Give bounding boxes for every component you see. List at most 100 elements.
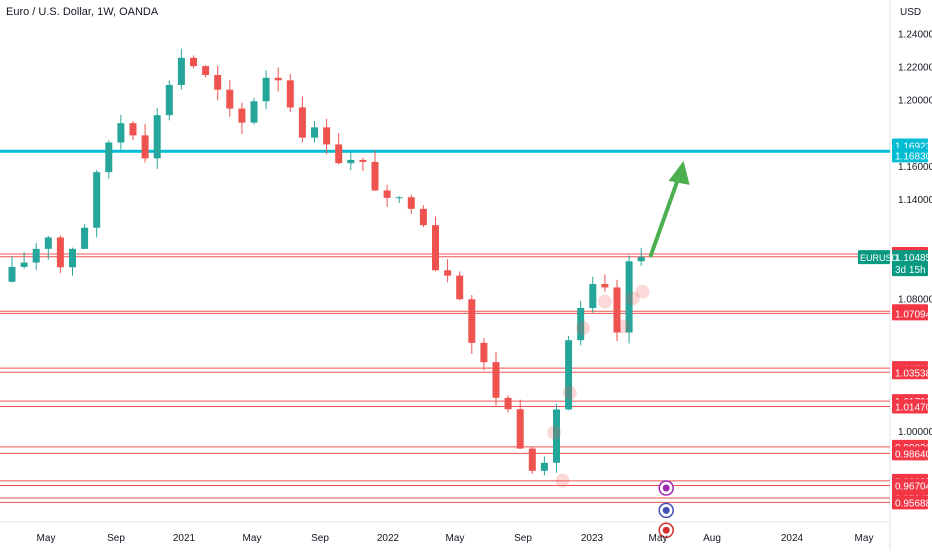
time-tick-label: Sep: [514, 533, 532, 544]
candle-body: [444, 270, 452, 276]
candle-body: [395, 197, 403, 199]
highlight-badge-1[interactable]: 1.16830: [892, 148, 932, 163]
candle-body: [504, 397, 512, 410]
currency-label: USD: [900, 7, 922, 18]
symbol-tag[interactable]: EURUSD: [858, 250, 899, 265]
candle-body: [432, 225, 439, 271]
candle-body: [250, 101, 258, 123]
chart-title: Euro / U.S. Dollar, 1W, OANDA: [6, 6, 159, 18]
lightning-icon[interactable]: [658, 480, 674, 496]
us-flag-icon[interactable]: [658, 522, 674, 539]
candle-body: [214, 74, 222, 90]
highlight-marker: [625, 291, 640, 306]
candle-body: [383, 190, 391, 198]
candle-body: [298, 107, 306, 138]
candle-body: [56, 237, 64, 268]
highlight-zone[interactable]: [0, 149, 890, 153]
time-tick-label: May: [243, 533, 262, 544]
candle-body: [274, 77, 282, 81]
time-tick-label: Sep: [107, 533, 125, 544]
candle-body: [20, 262, 28, 267]
forecast-arrow-shaft[interactable]: [648, 172, 682, 258]
svg-text:3d 15h: 3d 15h: [895, 265, 926, 276]
price-badge-3[interactable]: 1.07094: [892, 306, 932, 321]
price-tick-label: 1.16000: [898, 162, 932, 173]
time-tick-label: May: [649, 533, 668, 544]
time-tick-label: May: [446, 533, 465, 544]
candle-body: [613, 287, 621, 333]
time-tick-label: 2023: [581, 533, 604, 544]
candle-body: [371, 161, 379, 191]
candle-body: [93, 172, 101, 228]
time-tick-label: 2024: [781, 533, 804, 544]
candle-body: [141, 135, 149, 159]
price-badge-9[interactable]: 0.98640: [892, 446, 932, 461]
candle-body: [323, 127, 331, 145]
price-badge-7[interactable]: 1.01470: [892, 399, 932, 414]
candle-body: [359, 159, 367, 162]
svg-text:1.16830: 1.16830: [895, 151, 932, 162]
candle-body: [492, 362, 500, 398]
price-tick-label: 1.00000: [898, 427, 932, 438]
candle-body: [44, 237, 52, 249]
candle-body: [516, 409, 524, 449]
candle-body: [577, 307, 585, 341]
price-badge-5[interactable]: 1.03538: [892, 365, 932, 380]
candle-body: [262, 77, 270, 102]
price-tick-label: 1.24000: [898, 29, 932, 40]
candle-body: [81, 227, 89, 249]
candle-body: [286, 80, 294, 108]
candle-body: [565, 340, 573, 410]
candle-body: [419, 208, 427, 226]
price-badge-13[interactable]: 0.95688: [892, 495, 932, 510]
svg-text:1.03538: 1.03538: [895, 368, 932, 379]
svg-text:0.96704: 0.96704: [895, 481, 932, 492]
candle-body: [540, 462, 548, 471]
earnings-icon[interactable]: [658, 502, 674, 519]
time-tick-label: Aug: [703, 533, 721, 544]
candle-body: [480, 342, 488, 363]
price-tick-label: 1.22000: [898, 62, 932, 73]
candle-body: [347, 159, 355, 164]
svg-text:0.98640: 0.98640: [895, 449, 932, 460]
svg-text:1.16923: 1.16923: [895, 142, 932, 153]
highlight-marker: [547, 425, 562, 440]
svg-text:0.95688: 0.95688: [895, 498, 932, 509]
time-tick-label: 2021: [173, 533, 196, 544]
svg-text:EURUSD: EURUSD: [860, 253, 899, 263]
candle-body: [105, 142, 113, 173]
candle-body: [553, 409, 560, 463]
candle-body: [311, 127, 318, 138]
highlight-marker: [635, 284, 650, 299]
candle-body: [8, 266, 16, 282]
candle-body: [601, 284, 609, 288]
candle-body: [468, 299, 476, 343]
highlight-marker: [562, 385, 577, 400]
svg-text:1.07094: 1.07094: [895, 309, 932, 320]
time-tick-label: May: [37, 533, 56, 544]
candle-body: [117, 123, 125, 143]
price-tick-label: 1.08000: [898, 294, 932, 305]
highlight-marker: [555, 473, 570, 488]
price-tick-label: 1.14000: [898, 195, 932, 206]
candle-body: [165, 84, 173, 116]
highlight-marker: [597, 294, 612, 309]
candle-body: [625, 261, 633, 333]
forecast-arrow-head[interactable]: [668, 160, 690, 185]
price-tick-label: 1.20000: [898, 96, 932, 107]
candle-body: [202, 66, 210, 75]
candle-body: [69, 248, 76, 268]
candle-body: [177, 57, 185, 85]
time-tick-label: 2022: [377, 533, 400, 544]
candle-body: [456, 275, 464, 300]
candle-body: [226, 89, 234, 109]
price-badge-11[interactable]: 0.96704: [892, 478, 932, 493]
candle-body: [190, 57, 197, 67]
svg-text:1.01470: 1.01470: [895, 403, 932, 414]
candle-body: [637, 256, 645, 262]
time-tick-label: Sep: [311, 533, 329, 544]
svg-text:1.10485: 1.10485: [895, 253, 932, 264]
